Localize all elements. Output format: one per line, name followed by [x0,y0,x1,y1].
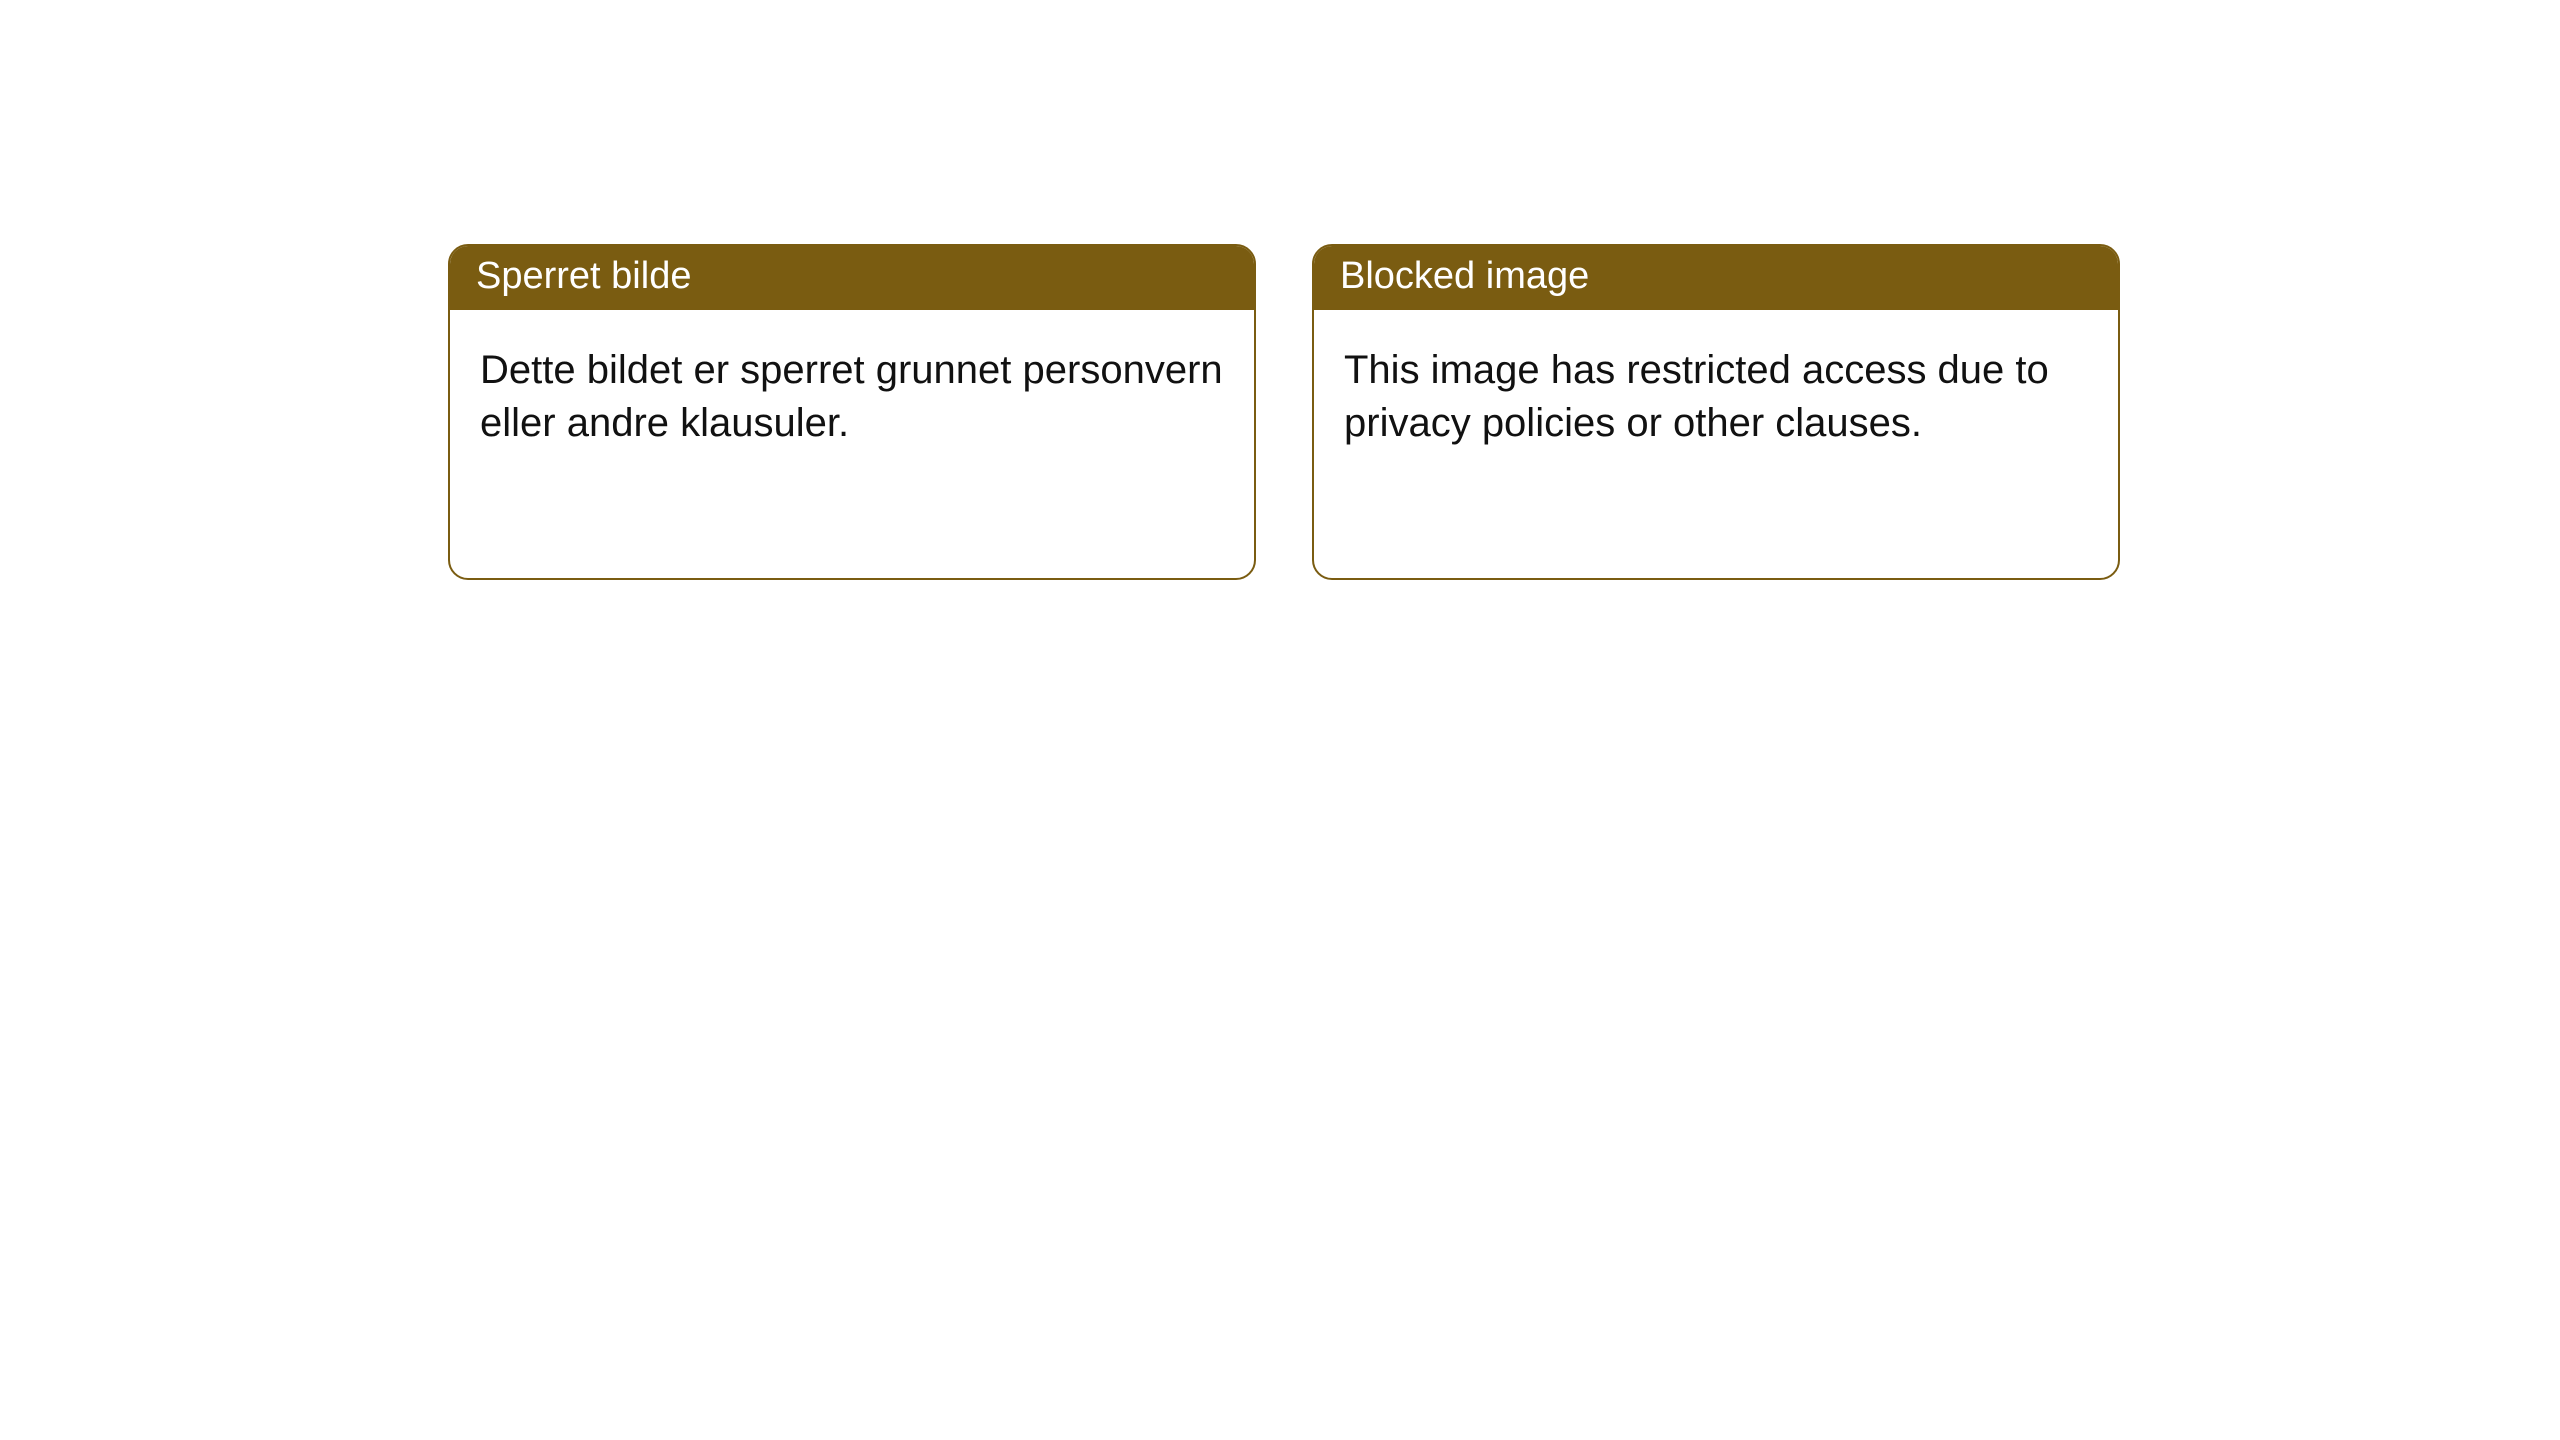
card-body-en: This image has restricted access due to … [1314,310,2118,484]
blocked-image-card-en: Blocked image This image has restricted … [1312,244,2120,580]
card-header-no: Sperret bilde [450,246,1254,310]
card-body-no: Dette bildet er sperret grunnet personve… [450,310,1254,484]
blocked-image-card-no: Sperret bilde Dette bildet er sperret gr… [448,244,1256,580]
card-header-en: Blocked image [1314,246,2118,310]
notice-container: Sperret bilde Dette bildet er sperret gr… [0,0,2560,580]
